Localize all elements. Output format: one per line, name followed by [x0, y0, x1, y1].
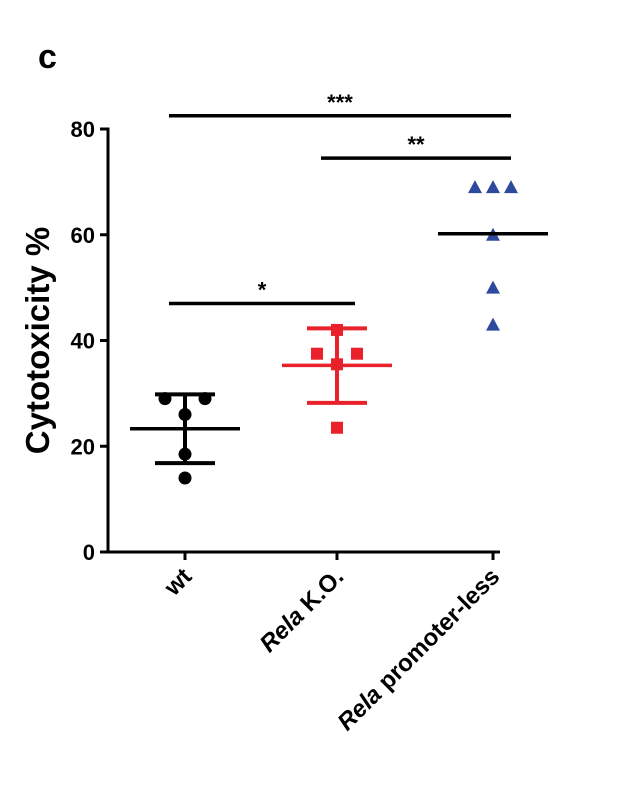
data-point-circle	[198, 392, 212, 406]
y-tick-label: 80	[71, 117, 95, 142]
significance-label: ***	[327, 90, 353, 115]
y-tick-label: 40	[71, 329, 95, 354]
significance-label: *	[258, 277, 267, 302]
data-point-triangle	[504, 180, 518, 194]
y-axis-label: Cytotoxicity %	[19, 227, 56, 454]
data-point-triangle	[486, 317, 500, 331]
data-point-square	[351, 347, 363, 360]
data-point-triangle	[486, 180, 500, 194]
data-point-circle	[178, 471, 192, 485]
axes: 0 20 40 60 80 Cytotoxicity % wt Rela K.O.Rela p…	[19, 117, 505, 736]
panel-label: c	[38, 38, 57, 76]
data-point-square	[331, 421, 343, 434]
category-label-text: promoter-less	[368, 563, 505, 700]
significance-label: **	[407, 132, 425, 157]
y-tick-label: 20	[71, 434, 95, 459]
x-category-label: wt	[159, 563, 198, 602]
x-category-label: Rela promoter-less	[332, 563, 505, 736]
y-tick-label: 0	[83, 540, 95, 565]
data-point-square	[311, 347, 323, 360]
data-point-circle	[178, 447, 192, 461]
data-point-circle	[178, 408, 192, 422]
x-category-label: Rela K.O.	[255, 563, 350, 658]
data-point-triangle	[486, 280, 500, 294]
data-point-circle	[158, 392, 172, 406]
data-point-square	[331, 323, 343, 336]
data-point-triangle	[468, 180, 482, 194]
significance-brackets: ******	[169, 90, 511, 306]
data-marks	[130, 180, 548, 485]
category-label-text: wt	[159, 563, 198, 602]
y-tick-label: 60	[71, 223, 95, 248]
